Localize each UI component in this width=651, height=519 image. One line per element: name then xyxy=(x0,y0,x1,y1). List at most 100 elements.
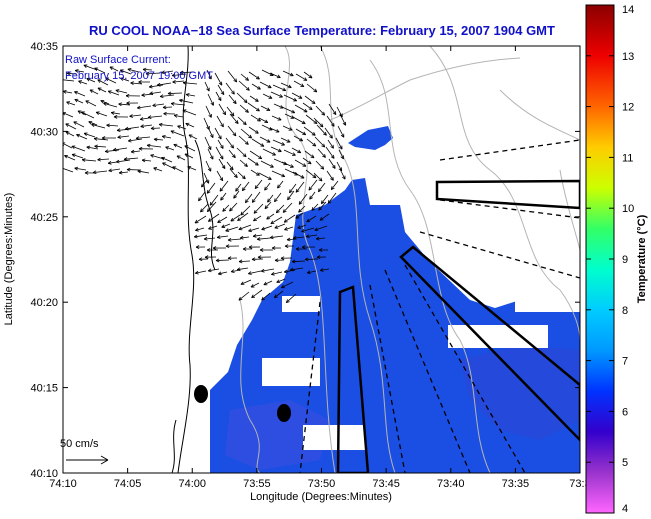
current-vector xyxy=(120,69,132,75)
sst-region-shade-east xyxy=(460,345,580,440)
current-vector-head xyxy=(194,270,199,275)
current-vector-head xyxy=(95,111,100,115)
current-vector-head xyxy=(314,227,319,232)
current-vector-head xyxy=(244,141,249,145)
no-data-gap xyxy=(262,358,320,386)
current-vector-head xyxy=(230,217,235,222)
current-vector xyxy=(93,170,108,174)
current-vector xyxy=(238,260,251,262)
current-vector xyxy=(73,121,85,128)
current-vector-head xyxy=(217,97,222,102)
current-vector-head xyxy=(248,228,252,233)
current-vector-head xyxy=(115,89,120,93)
current-vector-head xyxy=(83,64,88,68)
current-vector-head xyxy=(153,167,158,171)
current-vector-head xyxy=(238,259,243,264)
current-vector xyxy=(228,94,237,105)
current-vector xyxy=(236,147,247,158)
current-vector xyxy=(149,84,164,88)
current-vector xyxy=(294,104,308,113)
current-vector-head xyxy=(138,146,143,151)
current-vector-head xyxy=(287,196,291,201)
current-vector-head xyxy=(206,87,210,92)
current-vector xyxy=(270,235,284,239)
current-vector-head xyxy=(126,167,131,172)
current-vector-head xyxy=(295,247,300,251)
current-vector-head xyxy=(270,220,275,225)
current-vector-head xyxy=(298,95,303,99)
current-vector-head xyxy=(208,113,212,118)
current-vector-head xyxy=(116,128,121,133)
current-vector xyxy=(208,213,220,222)
current-vector xyxy=(258,172,272,180)
current-vector-head xyxy=(171,73,176,78)
current-vector-head xyxy=(291,259,296,264)
current-vector xyxy=(272,84,287,91)
current-vector xyxy=(179,71,195,74)
current-vector-head xyxy=(108,168,113,173)
current-vector xyxy=(295,181,305,193)
current-vector-head xyxy=(218,135,222,140)
current-vector-head xyxy=(142,67,147,72)
current-vector xyxy=(116,159,131,163)
current-vector-head xyxy=(124,126,129,131)
current-vector xyxy=(204,81,210,92)
current-vector-head xyxy=(260,268,265,273)
current-vector-head xyxy=(253,217,257,222)
current-vector xyxy=(159,124,174,127)
no-data-gap xyxy=(303,425,365,450)
current-vector-head xyxy=(201,183,205,188)
current-vector xyxy=(314,136,326,148)
current-vector-head xyxy=(185,93,190,97)
current-vector xyxy=(167,92,183,94)
current-vector xyxy=(306,83,318,93)
current-vector-head xyxy=(240,211,245,216)
current-vector-head xyxy=(150,126,155,131)
current-vector xyxy=(91,124,106,129)
current-vector xyxy=(238,80,250,91)
current-vector-head xyxy=(109,66,114,70)
current-vector xyxy=(307,270,317,274)
current-vector-head xyxy=(179,98,183,103)
y-tick-label: 40:30 xyxy=(30,126,58,138)
current-vector-head xyxy=(256,237,261,241)
current-vector xyxy=(74,91,86,97)
current-vector xyxy=(274,192,282,203)
current-vector xyxy=(203,172,210,184)
current-vector xyxy=(308,179,318,191)
current-vector xyxy=(283,94,297,102)
current-vector-head xyxy=(286,139,291,143)
current-vector xyxy=(271,115,282,121)
current-vector-head xyxy=(322,153,326,158)
current-vector xyxy=(301,227,315,233)
current-vector xyxy=(274,223,286,229)
current-vector-head xyxy=(216,235,221,239)
current-vector xyxy=(187,166,197,171)
surface-current-vectors xyxy=(63,64,347,303)
current-vector-head xyxy=(242,153,247,158)
current-vector xyxy=(281,106,295,114)
current-vector-head xyxy=(306,270,311,275)
current-vector xyxy=(205,160,212,172)
current-vector-head xyxy=(115,159,120,164)
current-vector xyxy=(270,216,283,225)
current-vector xyxy=(274,290,284,299)
current-vector-head xyxy=(291,152,296,156)
current-vector xyxy=(253,215,262,222)
current-vector-head xyxy=(118,102,122,107)
current-vector-head xyxy=(320,165,325,170)
current-vector xyxy=(240,128,252,139)
current-vector xyxy=(64,155,76,161)
current-vector xyxy=(63,79,75,82)
current-vector xyxy=(174,114,184,118)
figure-title: RU COOL NOAA−18 Sea Surface Temperature:… xyxy=(89,23,555,38)
current-vector xyxy=(328,158,336,169)
x-tick-label: 73:55 xyxy=(243,478,271,490)
current-vector-head xyxy=(136,105,141,110)
current-vector-head xyxy=(311,207,316,211)
current-vector-head xyxy=(71,153,76,158)
current-vector-head xyxy=(331,164,336,169)
current-vector-head xyxy=(104,149,109,154)
current-vector-head xyxy=(141,158,146,163)
